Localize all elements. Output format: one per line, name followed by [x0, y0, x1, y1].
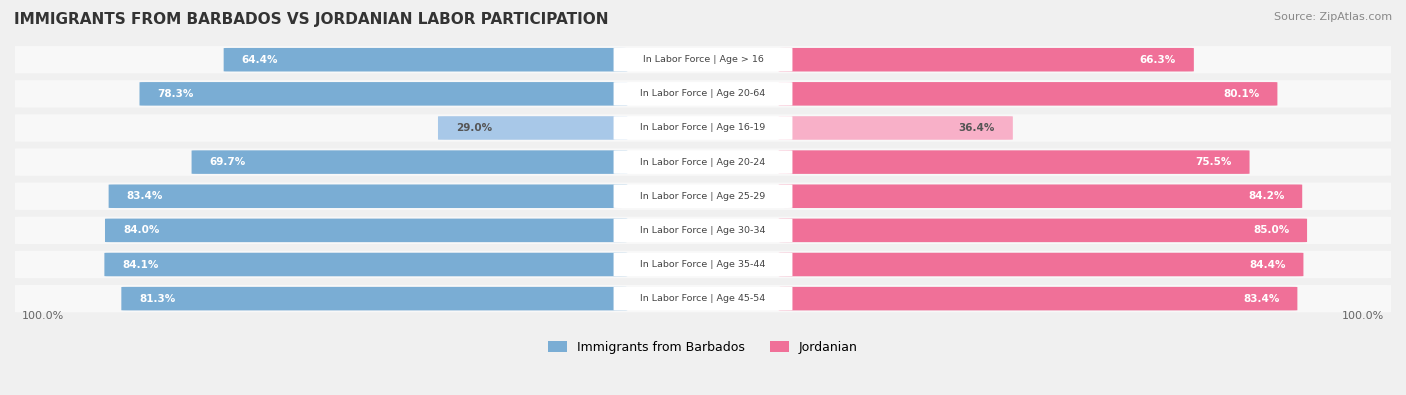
FancyBboxPatch shape	[613, 253, 793, 276]
FancyBboxPatch shape	[779, 150, 1250, 174]
Text: 100.0%: 100.0%	[1341, 311, 1384, 322]
Text: In Labor Force | Age > 16: In Labor Force | Age > 16	[643, 55, 763, 64]
Text: 78.3%: 78.3%	[157, 89, 194, 99]
Text: 69.7%: 69.7%	[209, 157, 246, 167]
FancyBboxPatch shape	[8, 285, 1398, 312]
FancyBboxPatch shape	[8, 251, 1398, 278]
Text: 83.4%: 83.4%	[1243, 293, 1279, 304]
Text: 75.5%: 75.5%	[1195, 157, 1232, 167]
Text: 84.4%: 84.4%	[1249, 260, 1285, 269]
FancyBboxPatch shape	[779, 48, 1194, 71]
Text: 84.0%: 84.0%	[122, 226, 159, 235]
FancyBboxPatch shape	[8, 46, 1398, 73]
FancyBboxPatch shape	[224, 48, 627, 71]
FancyBboxPatch shape	[139, 82, 627, 105]
FancyBboxPatch shape	[779, 184, 1302, 208]
Text: 100.0%: 100.0%	[22, 311, 65, 322]
Text: 84.2%: 84.2%	[1249, 191, 1284, 201]
FancyBboxPatch shape	[613, 48, 793, 71]
Text: IMMIGRANTS FROM BARBADOS VS JORDANIAN LABOR PARTICIPATION: IMMIGRANTS FROM BARBADOS VS JORDANIAN LA…	[14, 12, 609, 27]
FancyBboxPatch shape	[613, 184, 793, 208]
FancyBboxPatch shape	[779, 116, 1012, 140]
Text: In Labor Force | Age 25-29: In Labor Force | Age 25-29	[640, 192, 766, 201]
Text: 83.4%: 83.4%	[127, 191, 163, 201]
FancyBboxPatch shape	[779, 82, 1278, 105]
FancyBboxPatch shape	[191, 150, 627, 174]
Text: In Labor Force | Age 45-54: In Labor Force | Age 45-54	[640, 294, 766, 303]
Text: 66.3%: 66.3%	[1140, 55, 1175, 65]
FancyBboxPatch shape	[779, 253, 1303, 276]
Text: 36.4%: 36.4%	[959, 123, 995, 133]
Text: 80.1%: 80.1%	[1223, 89, 1260, 99]
FancyBboxPatch shape	[779, 287, 1298, 310]
FancyBboxPatch shape	[8, 182, 1398, 210]
Text: 64.4%: 64.4%	[242, 55, 278, 65]
FancyBboxPatch shape	[613, 116, 793, 140]
FancyBboxPatch shape	[8, 114, 1398, 142]
Text: 29.0%: 29.0%	[456, 123, 492, 133]
FancyBboxPatch shape	[8, 149, 1398, 176]
FancyBboxPatch shape	[613, 287, 793, 310]
Text: 84.1%: 84.1%	[122, 260, 159, 269]
Text: In Labor Force | Age 20-64: In Labor Force | Age 20-64	[640, 89, 766, 98]
Text: In Labor Force | Age 16-19: In Labor Force | Age 16-19	[640, 124, 766, 132]
Text: Source: ZipAtlas.com: Source: ZipAtlas.com	[1274, 12, 1392, 22]
Text: In Labor Force | Age 30-34: In Labor Force | Age 30-34	[640, 226, 766, 235]
FancyBboxPatch shape	[104, 253, 627, 276]
Legend: Immigrants from Barbados, Jordanian: Immigrants from Barbados, Jordanian	[543, 336, 863, 359]
FancyBboxPatch shape	[105, 218, 627, 242]
FancyBboxPatch shape	[779, 218, 1308, 242]
FancyBboxPatch shape	[613, 150, 793, 174]
FancyBboxPatch shape	[613, 82, 793, 105]
Text: 81.3%: 81.3%	[139, 293, 176, 304]
Text: In Labor Force | Age 35-44: In Labor Force | Age 35-44	[640, 260, 766, 269]
FancyBboxPatch shape	[121, 287, 627, 310]
FancyBboxPatch shape	[108, 184, 627, 208]
FancyBboxPatch shape	[8, 80, 1398, 107]
FancyBboxPatch shape	[8, 217, 1398, 244]
FancyBboxPatch shape	[439, 116, 627, 140]
Text: 85.0%: 85.0%	[1253, 226, 1289, 235]
FancyBboxPatch shape	[613, 218, 793, 242]
Text: In Labor Force | Age 20-24: In Labor Force | Age 20-24	[640, 158, 766, 167]
